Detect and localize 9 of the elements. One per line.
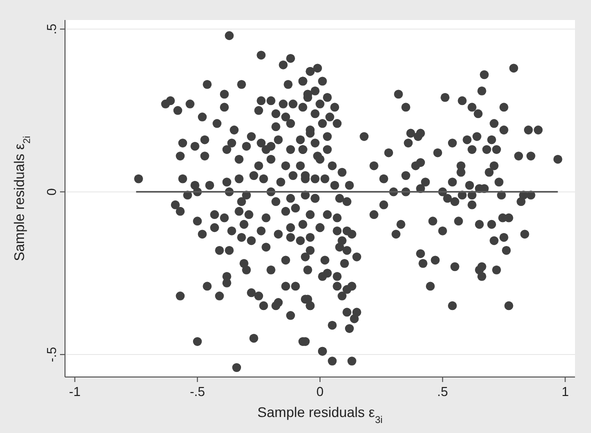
y-tick-label: -.5 <box>44 346 59 362</box>
y-tick-label: .5 <box>44 24 59 35</box>
y-tick-label: 0 <box>44 188 59 196</box>
x-tick-label: .5 <box>437 384 448 399</box>
x-tick-label: -.5 <box>190 384 205 399</box>
x-tick-label: 1 <box>562 384 569 399</box>
x-axis-title: Sample residuals ε$_{3i}$ <box>257 404 383 426</box>
x-tick-label: -1 <box>69 384 81 399</box>
x-tick-label: 0 <box>316 384 324 399</box>
